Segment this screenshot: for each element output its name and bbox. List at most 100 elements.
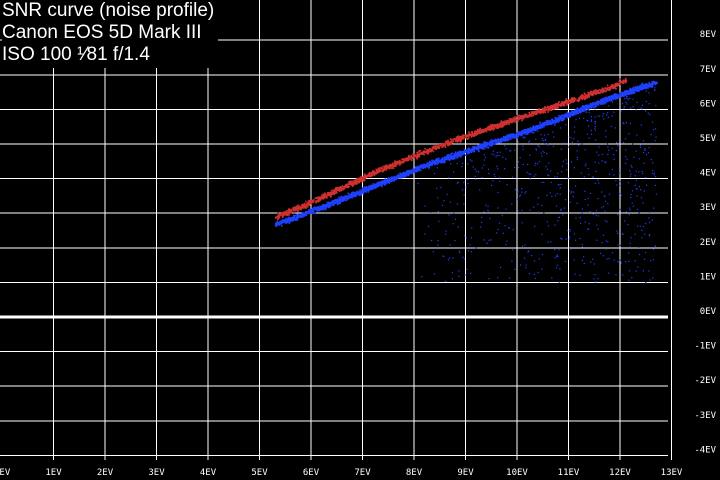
data-point — [542, 109, 545, 111]
data-point — [475, 130, 478, 132]
data-point — [327, 192, 329, 194]
data-point — [363, 178, 365, 180]
data-point — [587, 228, 589, 231]
data-point — [307, 200, 310, 202]
data-point — [535, 110, 537, 112]
data-point — [623, 142, 625, 144]
data-point — [441, 157, 444, 159]
data-point — [627, 182, 629, 184]
data-point — [493, 124, 496, 126]
data-point — [540, 152, 542, 154]
data-point — [406, 158, 408, 160]
data-point — [418, 150, 421, 152]
data-point — [480, 143, 483, 146]
data-point — [576, 112, 579, 114]
data-point — [530, 128, 533, 130]
data-point — [316, 200, 318, 203]
data-point — [655, 193, 657, 195]
data-point — [437, 162, 439, 164]
data-point — [410, 156, 413, 158]
data-point — [650, 134, 652, 136]
data-point — [640, 85, 642, 88]
data-point — [628, 90, 630, 93]
data-point — [519, 264, 522, 266]
data-point — [640, 107, 642, 109]
data-point — [503, 136, 506, 139]
data-point — [603, 98, 605, 101]
data-point — [570, 98, 573, 101]
data-point — [542, 150, 544, 152]
data-point — [328, 206, 331, 208]
data-point — [538, 146, 540, 148]
data-point — [463, 194, 465, 196]
data-point — [329, 205, 332, 207]
data-point — [338, 199, 341, 202]
data-point — [300, 204, 303, 206]
data-point — [406, 170, 409, 173]
data-point — [508, 227, 510, 229]
data-point — [339, 189, 342, 192]
data-point — [587, 108, 589, 110]
data-point — [608, 99, 610, 102]
data-point — [587, 106, 589, 108]
data-point — [467, 182, 469, 184]
data-point — [487, 142, 490, 145]
data-point — [601, 103, 603, 105]
data-point — [339, 186, 342, 188]
data-point — [518, 116, 520, 118]
data-point — [586, 133, 588, 135]
data-point — [606, 84, 609, 87]
data-point — [625, 149, 627, 151]
data-point — [565, 124, 567, 126]
data-point — [407, 172, 409, 175]
data-point — [504, 168, 506, 170]
data-point — [332, 203, 335, 206]
data-point — [465, 154, 467, 156]
data-point — [477, 146, 479, 148]
data-point — [622, 82, 625, 84]
data-point — [293, 216, 296, 219]
data-point — [655, 105, 657, 107]
data-point — [607, 153, 609, 156]
data-point — [331, 200, 334, 202]
data-point — [617, 214, 619, 216]
data-point — [543, 107, 546, 109]
data-point — [608, 97, 611, 99]
data-point — [301, 216, 303, 218]
data-point — [348, 195, 350, 198]
data-point — [497, 127, 499, 129]
data-point — [620, 80, 622, 83]
data-point — [452, 158, 454, 160]
data-point — [502, 138, 504, 140]
data-point — [451, 272, 453, 274]
data-point — [501, 139, 504, 141]
data-point — [513, 118, 515, 120]
data-point — [510, 133, 512, 136]
data-point — [520, 132, 522, 134]
data-point — [550, 181, 552, 183]
data-point — [303, 206, 305, 208]
data-point — [335, 198, 337, 201]
data-point — [458, 151, 461, 154]
data-point — [371, 170, 374, 172]
data-point — [535, 126, 538, 128]
data-point — [643, 190, 645, 192]
data-point — [474, 178, 477, 180]
data-point — [496, 127, 498, 129]
data-point — [393, 180, 395, 182]
data-point — [629, 242, 631, 244]
data-point — [554, 119, 557, 121]
data-point — [318, 209, 321, 212]
data-point — [543, 152, 545, 154]
data-point — [302, 215, 304, 217]
data-point — [654, 83, 657, 86]
data-point — [588, 109, 590, 112]
data-point — [504, 145, 506, 147]
data-point — [375, 172, 378, 175]
data-point — [519, 157, 521, 159]
data-point — [383, 180, 386, 182]
data-point — [493, 125, 495, 128]
data-point — [288, 218, 290, 221]
data-point — [451, 278, 453, 280]
data-point — [647, 112, 649, 114]
